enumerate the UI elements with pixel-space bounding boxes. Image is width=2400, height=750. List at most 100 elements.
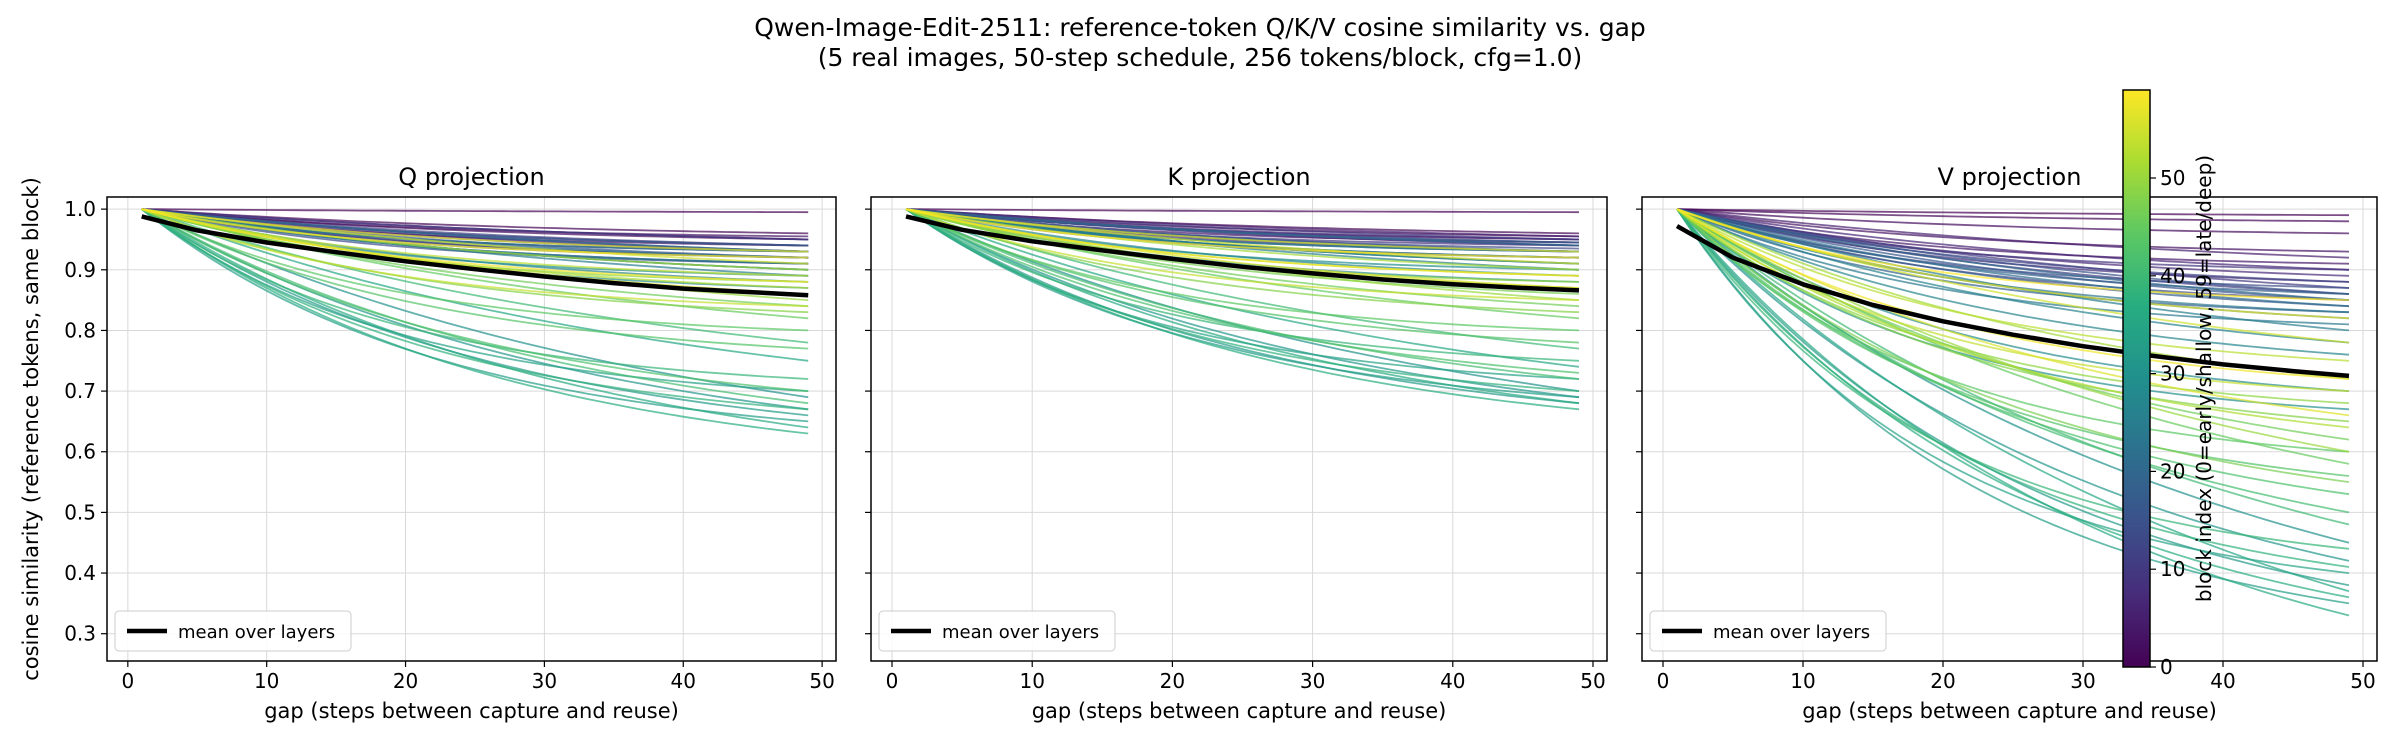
layer-line-31	[1676, 208, 2350, 562]
figure-title-line2: (5 real images, 50-step schedule, 256 to…	[818, 43, 1583, 72]
layer-line-39	[905, 208, 1580, 362]
legend: mean over layers	[114, 610, 352, 652]
layer-line-58	[905, 208, 1580, 277]
layer-line-32	[905, 208, 1580, 405]
layer-line-0	[905, 208, 1580, 214]
layer-line-38	[141, 208, 809, 411]
layer-line-44	[1676, 208, 2350, 453]
x-tick-label: 40	[2210, 669, 2235, 693]
panel-1: 0 10 20 30 40 50 0.3 0.4 0.5 0.6 0.7 0.8 0.9 1.0 Q pro…	[19, 163, 837, 723]
layer-line-34	[1676, 208, 2350, 574]
colorbar-tick-label: 20	[2160, 459, 2185, 483]
layer-lines	[141, 208, 809, 435]
colorbar: 0 10 20 30 40 50 block index (0=early/shallow,…	[2122, 89, 2216, 679]
layer-line-35	[141, 208, 809, 362]
colorbar-tick-label: 50	[2160, 166, 2185, 190]
layer-line-57	[141, 208, 809, 253]
layer-line-15	[1676, 208, 2350, 295]
legend: mean over layers	[1649, 610, 1887, 652]
axes-frame	[870, 196, 1608, 662]
layer-line-6	[1676, 208, 2350, 271]
layer-line-10	[141, 208, 809, 241]
layer-line-43	[1676, 208, 2350, 477]
panel-2: 0 10 20 30 40 50 K projection gap (steps betwee…	[865, 163, 1608, 723]
layer-line-42	[905, 208, 1580, 374]
y-tick-label: 0.6	[64, 440, 96, 464]
y-axis-label: cosine similarity (reference tokens, sam…	[19, 177, 43, 681]
x-tick-label: 30	[532, 669, 557, 693]
layer-line-40	[141, 208, 809, 344]
colorbar-tick-label: 0	[2160, 655, 2173, 679]
layer-line-54	[141, 208, 809, 308]
colorbar-label: block index (0=early/shallow, 59=late/de…	[2192, 155, 2216, 602]
legend-box	[1649, 610, 1887, 652]
layer-line-59	[1676, 208, 2350, 301]
y-tick-label: 1.0	[64, 197, 96, 221]
layer-line-42	[1676, 208, 2350, 496]
layer-line-54	[905, 208, 1580, 301]
panel-title: Q projection	[398, 163, 544, 191]
layer-line-39	[1676, 208, 2350, 550]
layer-line-58	[1676, 208, 2350, 380]
x-tick-label: 20	[1930, 669, 1955, 693]
figure-title-line1: Qwen-Image-Edit-2511: reference-token Q/…	[754, 13, 1646, 42]
x-tick-label: 50	[809, 669, 834, 693]
y-tick-label: 0.3	[64, 622, 96, 646]
layer-line-20	[905, 208, 1580, 247]
layer-line-32	[1676, 208, 2350, 587]
layer-line-44	[905, 208, 1580, 332]
layer-line-20	[141, 208, 809, 253]
layer-line-59	[905, 208, 1580, 259]
axes-frame	[1641, 196, 2378, 662]
mean-line	[1675, 224, 2350, 379]
x-tick-label: 30	[1300, 669, 1325, 693]
y-tick-label: 0.5	[64, 500, 96, 524]
x-tick-label: 0	[886, 669, 899, 693]
ticks: 0 10 20 30 40 50	[865, 208, 1606, 693]
layer-line-0	[1676, 208, 2350, 217]
panel-title: V projection	[1938, 163, 2082, 191]
layer-line-49	[1676, 208, 2350, 405]
legend-label: mean over layers	[942, 622, 1099, 643]
layer-line-35	[1676, 208, 2350, 593]
layer-line-0	[141, 208, 809, 214]
layer-line-57	[905, 208, 1580, 253]
x-axis-label: gap (steps between capture and reuse)	[264, 699, 679, 723]
layer-line-38	[905, 208, 1580, 392]
y-tick-label: 0.7	[64, 379, 96, 403]
legend-box	[878, 610, 1116, 652]
legend-label: mean over layers	[178, 622, 335, 643]
layer-line-36	[905, 208, 1580, 405]
layer-line-21	[1676, 208, 2350, 308]
x-tick-label: 0	[1657, 669, 1670, 693]
mean-line	[905, 214, 1580, 293]
layer-line-1	[1676, 208, 2350, 223]
x-tick-label: 10	[1790, 669, 1815, 693]
panel-3: 0 10 20 30 40 50 V projection gap (steps betwee…	[1636, 163, 2378, 723]
x-tick-label: 10	[1019, 669, 1044, 693]
layer-line-10	[905, 208, 1580, 241]
x-tick-label: 20	[393, 669, 418, 693]
layer-line-40	[1676, 208, 2350, 526]
layer-line-44	[141, 208, 809, 332]
layer-line-41	[905, 208, 1580, 380]
layer-line-36	[1676, 208, 2350, 617]
x-tick-label: 0	[121, 669, 134, 693]
ticks: 0 10 20 30 40 50	[1636, 208, 2376, 693]
colorbar-tick-label: 30	[2160, 362, 2185, 386]
panels: 0 10 20 30 40 50 0.3 0.4 0.5 0.6 0.7 0.8 0.9 1.0 Q pro…	[19, 163, 2378, 723]
x-tick-label: 10	[254, 669, 279, 693]
y-tick-label: 0.8	[64, 318, 96, 342]
layer-line-10	[1676, 208, 2350, 289]
y-tick-label: 0.4	[64, 561, 96, 585]
panel-title: K projection	[1167, 163, 1310, 191]
x-tick-label: 40	[671, 669, 696, 693]
x-tick-label: 40	[1440, 669, 1465, 693]
legend-box	[114, 610, 352, 652]
colorbar-tick-label: 40	[2160, 264, 2185, 288]
x-tick-label: 50	[1580, 669, 1605, 693]
layer-line-26	[1676, 208, 2350, 344]
axes-frame	[106, 196, 837, 662]
layer-line-5	[1676, 208, 2350, 259]
